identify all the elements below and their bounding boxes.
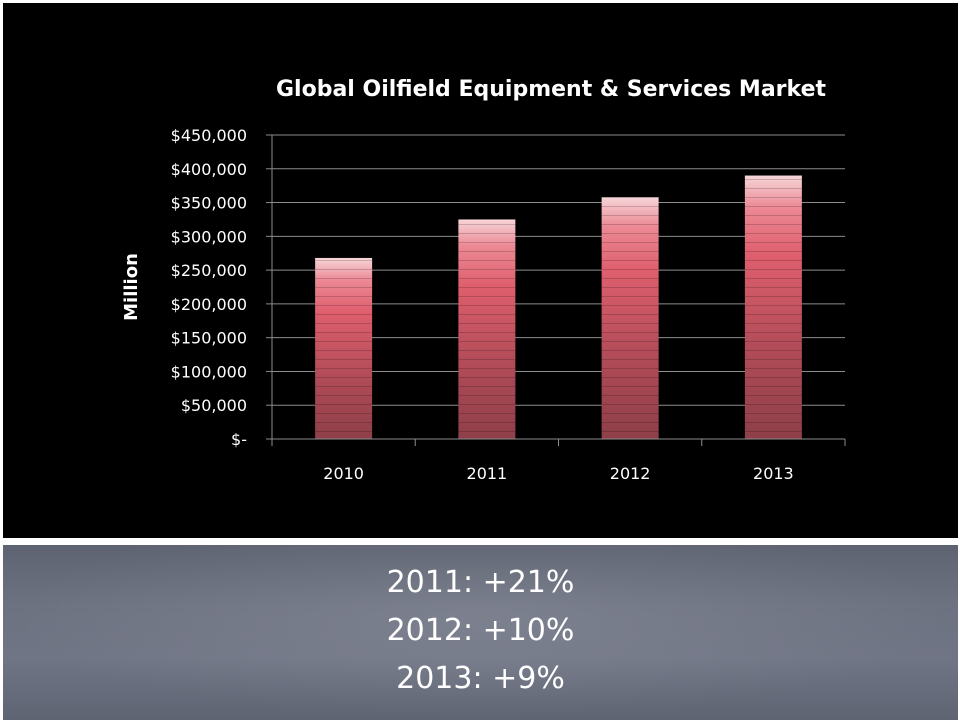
bar-chart: Global Oilfield Equipment & Services Mar… [121, 77, 846, 483]
chart-title: Global Oilfield Equipment & Services Mar… [276, 77, 826, 102]
x-tick-label: 2013 [753, 464, 794, 483]
x-tick-label: 2011 [467, 464, 508, 483]
x-tick-label: 2010 [323, 464, 364, 483]
x-tick-label: 2012 [610, 464, 651, 483]
notes-panel: 2011: +21% 2012: +10% 2013: +9% [3, 545, 958, 720]
y-tick-labels: $- $50,000 $100,000 $150,000 $200,000 $250,00… [171, 126, 247, 449]
growth-notes: 2011: +21% 2012: +10% 2013: +9% [3, 559, 958, 703]
y-tick-label: $150,000 [171, 329, 247, 348]
bars [315, 175, 802, 440]
x-tick-labels: 2010 2011 2012 2013 [323, 464, 793, 483]
axes [266, 134, 846, 446]
bar-stripes-2010 [315, 257, 373, 439]
bar-stripes-2013 [744, 175, 802, 440]
y-tick-label: $450,000 [171, 126, 247, 145]
y-axis-label: Million [121, 253, 142, 321]
y-tick-label: $250,000 [171, 261, 247, 280]
bar-stripes-2012 [601, 197, 659, 439]
y-tick-label: $350,000 [171, 194, 247, 213]
y-tick-label: $400,000 [171, 160, 247, 179]
growth-note-2012: 2012: +10% [386, 613, 575, 648]
bar-stripes-2011 [458, 219, 516, 439]
y-tick-label: $200,000 [171, 295, 247, 314]
y-tick-label: $- [231, 430, 247, 449]
growth-note-2011: 2011: +21% [386, 565, 575, 600]
growth-note-2013: 2013: +9% [396, 661, 565, 696]
y-tick-label: $50,000 [181, 396, 247, 415]
y-tick-label: $300,000 [171, 227, 247, 246]
y-tick-label: $100,000 [171, 362, 247, 381]
